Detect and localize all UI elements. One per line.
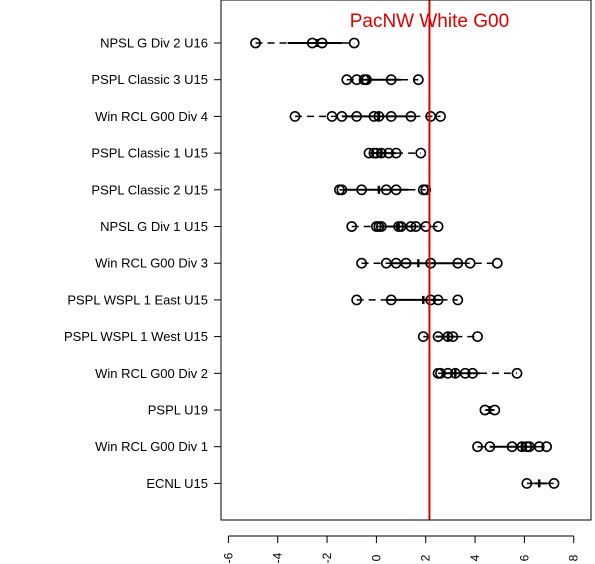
data-point xyxy=(336,111,348,122)
category-label: PSPL WSPL 1 East U15 xyxy=(67,292,208,307)
group-7 xyxy=(356,257,503,269)
category-label: Win RCL G00 Div 3 xyxy=(95,256,208,271)
groups-layer xyxy=(250,37,560,489)
data-point xyxy=(541,441,552,453)
data-point xyxy=(472,441,483,453)
data-point xyxy=(385,294,397,306)
data-point xyxy=(385,111,397,122)
data-point xyxy=(432,221,444,232)
data-point xyxy=(435,367,446,379)
data-point xyxy=(442,367,454,379)
data-point xyxy=(385,74,397,86)
category-label: PSPL Classic 2 U15 xyxy=(91,182,208,197)
category-label: NPSL G Div 2 U16 xyxy=(100,36,208,51)
group-2 xyxy=(341,74,424,86)
data-point xyxy=(375,221,387,232)
group-13 xyxy=(521,477,560,489)
data-point xyxy=(432,294,444,306)
data-point xyxy=(464,257,476,269)
data-point xyxy=(400,257,412,269)
data-point xyxy=(405,111,417,122)
data-point xyxy=(250,37,261,49)
data-point xyxy=(548,477,560,489)
data-point xyxy=(425,294,437,306)
data-point xyxy=(361,74,372,86)
data-point xyxy=(348,37,360,49)
data-point xyxy=(383,147,395,159)
category-label: PSPL U19 xyxy=(148,403,208,418)
category-labels: NPSL G Div 2 U16 PSPL Classic 3 U15 Win RC… xyxy=(64,36,221,491)
x-tick-label: -6 xyxy=(221,552,235,563)
data-point xyxy=(459,367,471,379)
data-point xyxy=(363,147,375,159)
category-label: Win RCL G00 Div 4 xyxy=(95,109,208,124)
group-3 xyxy=(289,111,446,122)
x-tick-label: -4 xyxy=(271,552,285,563)
x-tick-label: 8 xyxy=(567,554,581,561)
reference-line-label: PacNW White G00 xyxy=(350,11,509,32)
data-point xyxy=(356,184,367,196)
data-point xyxy=(452,257,464,269)
data-point xyxy=(489,404,501,416)
data-point xyxy=(346,221,358,232)
data-point xyxy=(467,367,478,379)
group-11 xyxy=(479,404,501,416)
data-point xyxy=(289,111,301,122)
data-point xyxy=(405,221,417,232)
category-label: Win RCL G00 Div 1 xyxy=(95,439,208,454)
data-point xyxy=(415,147,427,159)
x-axis: -6 -4 -2 0 2 4 6 8 xyxy=(221,535,581,563)
x-tick-label: -2 xyxy=(320,552,334,563)
data-point xyxy=(412,74,424,86)
category-label: ECNL U15 xyxy=(146,476,208,491)
category-label: PSPL WSPL 1 West U15 xyxy=(64,329,208,344)
category-label: PSPL Classic 1 U15 xyxy=(91,146,208,161)
group-10 xyxy=(432,367,523,379)
x-tick-label: 6 xyxy=(517,554,531,561)
data-point xyxy=(351,294,363,306)
data-point xyxy=(373,111,385,122)
category-label: NPSL G Div 1 U15 xyxy=(100,219,208,234)
group-4 xyxy=(363,147,427,159)
category-label: PSPL Classic 3 U15 xyxy=(91,72,208,87)
data-point xyxy=(390,147,402,159)
data-point xyxy=(491,257,503,269)
data-point xyxy=(368,111,380,122)
data-point xyxy=(484,441,496,453)
group-12 xyxy=(472,441,552,453)
group-1 xyxy=(250,37,360,49)
data-point xyxy=(390,184,402,196)
data-point xyxy=(533,441,545,453)
group-6 xyxy=(346,221,444,232)
group-9 xyxy=(417,331,483,342)
data-point xyxy=(336,184,348,196)
data-point xyxy=(511,367,523,379)
group-8 xyxy=(351,294,464,306)
data-point xyxy=(516,441,528,453)
data-point xyxy=(356,257,367,269)
data-point xyxy=(351,111,363,122)
group-5 xyxy=(333,184,432,196)
data-point xyxy=(521,477,533,489)
category-label: Win RCL G00 Div 2 xyxy=(95,366,208,381)
data-point xyxy=(417,331,429,342)
data-point xyxy=(452,294,464,306)
data-point xyxy=(442,331,454,342)
data-point xyxy=(447,331,459,342)
x-tick-label: 4 xyxy=(468,554,482,561)
data-point xyxy=(370,147,382,159)
data-point xyxy=(472,331,483,342)
data-point xyxy=(316,37,328,49)
data-point xyxy=(425,257,437,269)
data-point xyxy=(375,147,387,159)
x-tick-label: 0 xyxy=(369,554,383,561)
x-tick-label: 2 xyxy=(419,554,433,561)
plot-frame xyxy=(220,0,592,521)
data-point xyxy=(435,111,446,122)
